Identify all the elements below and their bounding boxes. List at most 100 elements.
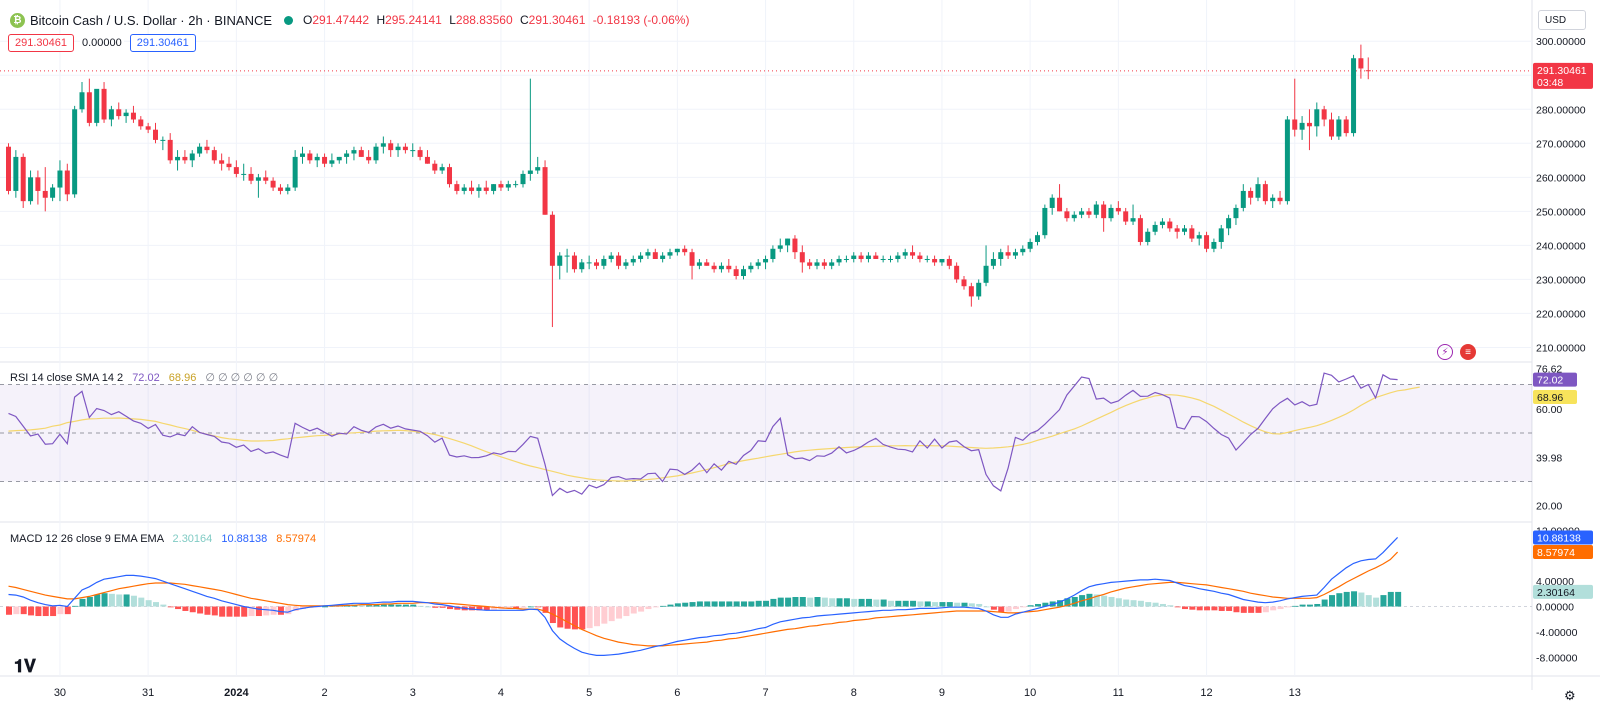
candle-body [763,258,769,263]
candle-body [351,150,357,154]
macd-histogram-bar [667,604,674,607]
trade-pills: 291.30461 0.00000 291.30461 [8,34,196,52]
buy-price-button[interactable]: 291.30461 [129,34,196,52]
gear-icon[interactable]: ⚙ [1564,688,1576,703]
candle-body [799,252,805,263]
candle-body [1049,197,1055,208]
macd-signal-badge [1533,545,1593,560]
lightning-icon[interactable]: ⚡ [1437,344,1453,360]
macd-histogram-bar [160,604,167,607]
candle-body [20,156,26,202]
macd-histogram-bar [255,606,262,617]
candle-body [667,252,673,256]
macd-histogram-bar [704,601,711,607]
candle-body [94,88,100,123]
rsi-legend[interactable]: RSI 14 close SMA 14 2 72.02 68.96 ∅ ∅ ∅ … [10,371,278,384]
candle-body [1057,197,1063,212]
time-tick-label: 30 [54,687,66,699]
macd-histogram-bar [785,597,792,607]
candle-body [1270,197,1276,202]
macd-legend[interactable]: MACD 12 26 close 9 EMA EMA 2.30164 10.88… [10,533,316,545]
candle-body [821,262,827,266]
high-label: H [376,13,386,27]
candle-body [513,184,519,186]
candle-body [1336,119,1342,137]
macd-histogram-bar [28,606,35,616]
candle-body [1101,204,1107,219]
macd-histogram-bar [6,606,12,615]
time-tick-label: 4 [498,687,504,699]
candle-body [851,255,857,259]
candle-body [557,255,563,266]
candle-body [1035,235,1040,242]
macd-histogram-bar [865,598,872,607]
symbol-title[interactable]: Bitcoin Cash / U.S. Dollar · 2h · BINANC… [30,12,273,28]
macd-histogram-bar [586,606,593,629]
macd-legend-value: 10.88138 [221,533,268,545]
macd-histogram-bar [13,606,20,615]
candle-body [571,255,577,270]
candle-body [395,146,401,151]
bch-logo-icon: ₿ [10,12,25,28]
candle-body [1115,207,1121,212]
macd-histogram-bar [388,604,395,607]
candle-body [910,252,916,256]
macd-histogram-bar [153,602,159,607]
candle-body [108,109,114,120]
macd-signal-badge-text: 8.57974 [1537,547,1575,559]
time-tick-label: 2024 [224,687,249,699]
candle-body [696,262,702,266]
candle-body [733,269,739,276]
macd-histogram-bar [1115,598,1122,607]
candle-body [1211,241,1217,249]
macd-histogram-bar [601,606,608,624]
macd-histogram-bar [1137,600,1144,607]
candle-body [1314,109,1320,127]
candle-body [770,248,776,259]
sell-price-button[interactable]: 291.30461 [8,34,74,52]
macd-histogram-bar [233,606,240,617]
macd-histogram-bar [961,602,968,607]
macd-histogram-bar [373,604,380,607]
macd-histogram-bar [821,597,828,607]
candle-body [1329,119,1334,137]
low-value: 288.83560 [455,13,513,27]
candle-body [983,265,989,283]
macd-histogram-bar [145,600,152,607]
rsi-band-fill [0,384,1532,482]
candle-body [1071,214,1077,219]
macd-histogram-bar [1152,602,1159,607]
us-flag-icon[interactable]: ≡ [1460,344,1476,360]
symbol-legend[interactable]: ₿ Bitcoin Cash / U.S. Dollar · 2h · BINA… [10,10,693,30]
candle-body [86,92,92,123]
candle-body [28,177,34,202]
candle-body [35,177,41,191]
time-tick-label: 31 [142,687,154,699]
price-tick-label: 260.00000 [1536,172,1586,184]
candle-body [527,170,533,174]
macd-histogram-bar [263,606,270,616]
time-tick-label: 3 [410,687,416,699]
macd-histogram-bar [1196,606,1203,611]
candle-body [101,88,107,120]
candle-body [64,170,70,195]
rsi-legend-extras: ∅ ∅ ∅ ∅ ∅ ∅ [205,372,279,384]
macd-histogram-bar [417,605,424,607]
rsi-line [8,372,1398,497]
currency-select[interactable]: USD [1538,10,1586,30]
candle-body [292,156,298,188]
candle-body [1174,228,1180,232]
candle-body [902,252,908,256]
macd-histogram-bar [322,606,329,608]
candle-body [586,262,592,264]
macd-histogram-bar [520,606,527,608]
time-tick-label: 13 [1289,687,1301,699]
candle-body [689,252,695,266]
macd-histogram-bar [1395,591,1402,607]
tradingview-logo[interactable]: 𝟏𝐕 [14,656,36,676]
candle-body [1027,241,1033,249]
time-tick-label: 12 [1200,687,1212,699]
candle-body [300,153,305,157]
candle-body [50,187,56,198]
